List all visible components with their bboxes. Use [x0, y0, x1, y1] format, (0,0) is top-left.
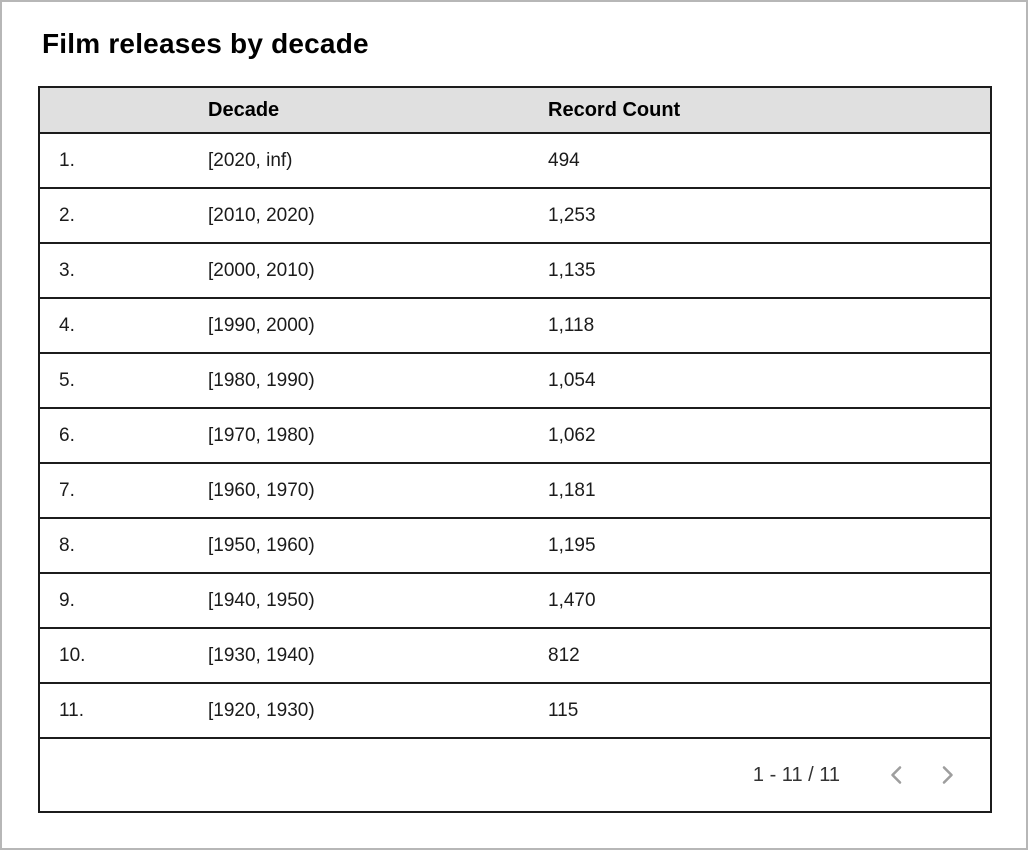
- decade-value: [1970, 1980): [208, 408, 548, 464]
- decade-value: [2000, 2010): [208, 243, 548, 299]
- previous-page-button[interactable]: [876, 754, 918, 796]
- record-count-value: 1,118: [548, 298, 991, 354]
- table-row: 10. [1930, 1940) 812: [39, 628, 991, 684]
- table-row: 5. [1980, 1990) 1,054: [39, 353, 991, 409]
- row-number: 3.: [39, 243, 208, 299]
- header-record-count[interactable]: Record Count: [548, 87, 991, 134]
- record-count-value: 812: [548, 628, 991, 684]
- pagination-range-label: 1 - 11 / 11: [752, 763, 840, 786]
- row-number: 9.: [39, 573, 208, 629]
- table-header-row: Decade Record Count: [39, 87, 991, 134]
- table-row: 3. [2000, 2010) 1,135: [39, 243, 991, 299]
- decade-value: [1950, 1960): [208, 518, 548, 574]
- table-row: 2. [2010, 2020) 1,253: [39, 188, 991, 244]
- row-number: 1.: [39, 133, 208, 189]
- record-count-value: 1,253: [548, 188, 991, 244]
- table-row: 8. [1950, 1960) 1,195: [39, 518, 991, 574]
- row-number: 6.: [39, 408, 208, 464]
- pagination-bar: 1 - 11 / 11: [40, 754, 990, 796]
- row-number: 4.: [39, 298, 208, 354]
- record-count-value: 494: [548, 133, 991, 189]
- record-count-value: 115: [548, 683, 991, 739]
- table-footer-row: 1 - 11 / 11: [39, 738, 991, 812]
- decade-value: [1960, 1970): [208, 463, 548, 519]
- record-count-value: 1,054: [548, 353, 991, 409]
- row-number: 11.: [39, 683, 208, 739]
- film-releases-table: Decade Record Count 1. [2020, inf) 494 2…: [38, 86, 992, 813]
- decade-value: [1940, 1950): [208, 573, 548, 629]
- page-title: Film releases by decade: [42, 28, 369, 59]
- record-count-value: 1,181: [548, 463, 991, 519]
- chevron-right-icon: [935, 763, 959, 787]
- decade-value: [2020, inf): [208, 133, 548, 189]
- table-row: 9. [1940, 1950) 1,470: [39, 573, 991, 629]
- decade-value: [1990, 2000): [208, 298, 548, 354]
- row-number: 2.: [39, 188, 208, 244]
- record-count-value: 1,195: [548, 518, 991, 574]
- row-number: 10.: [39, 628, 208, 684]
- header-decade[interactable]: Decade: [208, 87, 548, 134]
- header-row-number: [39, 87, 208, 134]
- table-row: 7. [1960, 1970) 1,181: [39, 463, 991, 519]
- decade-value: [1980, 1990): [208, 353, 548, 409]
- next-page-button[interactable]: [926, 754, 968, 796]
- record-count-value: 1,470: [548, 573, 991, 629]
- table-row: 6. [1970, 1980) 1,062: [39, 408, 991, 464]
- chevron-left-icon: [885, 763, 909, 787]
- decade-value: [1920, 1930): [208, 683, 548, 739]
- table-card: Decade Record Count 1. [2020, inf) 494 2…: [38, 86, 992, 813]
- table-row: 4. [1990, 2000) 1,118: [39, 298, 991, 354]
- record-count-value: 1,135: [548, 243, 991, 299]
- decade-value: [1930, 1940): [208, 628, 548, 684]
- table-row: 11. [1920, 1930) 115: [39, 683, 991, 739]
- decade-value: [2010, 2020): [208, 188, 548, 244]
- row-number: 7.: [39, 463, 208, 519]
- record-count-value: 1,062: [548, 408, 991, 464]
- row-number: 5.: [39, 353, 208, 409]
- table-row: 1. [2020, inf) 494: [39, 133, 991, 189]
- row-number: 8.: [39, 518, 208, 574]
